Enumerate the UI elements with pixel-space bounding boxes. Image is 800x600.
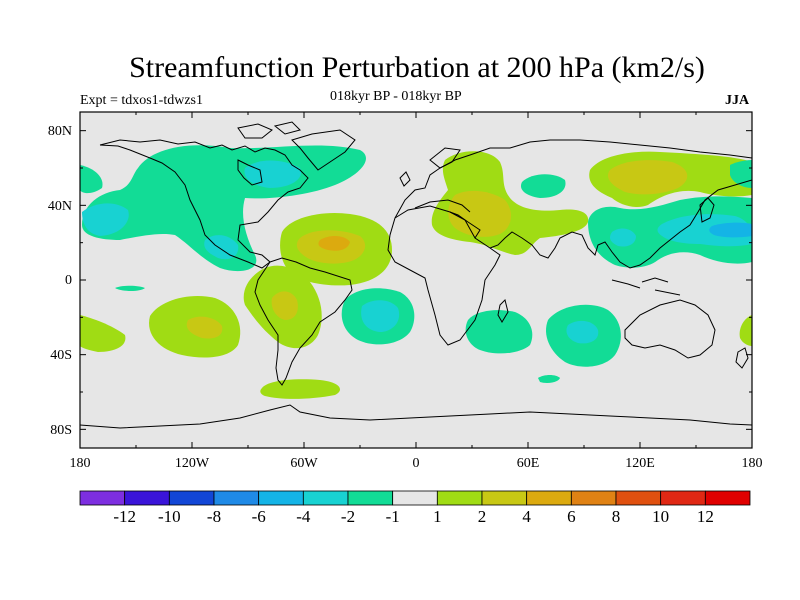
- negative-anomaly-mexico-core: [204, 235, 239, 260]
- negative-anomaly-south-africa: [465, 310, 533, 354]
- coastline-north-america: [99, 139, 309, 269]
- lon-label-60w: 60W: [290, 456, 318, 471]
- colorbar-swatch: [526, 490, 572, 506]
- lat-label-80n: 80N: [47, 124, 72, 139]
- negative-anomaly-north-pacific-core: [82, 203, 129, 236]
- colorbar-swatch: [258, 490, 304, 506]
- coastline-mediterranean: [414, 199, 471, 213]
- contour-fields: [80, 121, 752, 429]
- negative-anomaly-canada-core: [244, 160, 302, 188]
- colorbar-swatch: [660, 490, 706, 506]
- period-label: 018kyr BP - 018kyr BP: [330, 89, 462, 104]
- season-label: JJA: [725, 93, 750, 108]
- positive-anomaly-siberia-core: [607, 160, 688, 195]
- colorbar-label: 2: [477, 507, 487, 526]
- colorbar-swatch: [392, 490, 438, 506]
- colorbar-swatch: [570, 490, 617, 506]
- colorbar-swatch: [213, 490, 260, 506]
- positive-anomaly-tropical-atlantic-core: [318, 236, 350, 251]
- negative-anomaly-central-asia-small: [520, 174, 566, 198]
- negative-anomaly-east-edge: [730, 160, 752, 188]
- colorbar-label: 12: [696, 507, 714, 526]
- coastline-indonesia: [611, 277, 681, 296]
- coastline-antarctica: [80, 404, 752, 429]
- colorbar-swatch: [302, 490, 349, 506]
- colorbar-swatch: [124, 490, 170, 506]
- lat-label-equator: 0: [65, 273, 72, 288]
- plot-title: Streamfunction Perturbation at 200 hPa (…: [129, 51, 705, 84]
- colorbar-swatch: [704, 490, 751, 506]
- negative-anomaly-south-pacific-small: [115, 285, 145, 291]
- colorbar-label: -10: [157, 507, 181, 526]
- positive-anomaly-middle-east-core: [448, 190, 512, 237]
- coastline-arctic-islands: [237, 121, 301, 139]
- colorbar-swatch: [347, 490, 394, 506]
- positive-anomaly-southwest-pacific: [80, 315, 126, 352]
- lon-label-120w: 120W: [174, 456, 210, 471]
- negative-anomaly-indian-ocean-core: [566, 320, 599, 344]
- coastlines: [80, 121, 752, 429]
- positive-anomaly-south-america-core: [271, 291, 298, 320]
- colorbar-swatch: [615, 490, 662, 506]
- lon-label-120e: 120E: [625, 456, 655, 471]
- colorbar-label: 4: [522, 507, 531, 526]
- negative-anomaly-south-atlantic-core: [361, 300, 400, 332]
- colorbar-label: 10: [652, 507, 670, 526]
- colorbar-label: 1: [433, 507, 442, 526]
- lon-label-180-east: 180: [741, 456, 763, 471]
- colorbar-label: -8: [206, 507, 222, 526]
- negative-anomaly-east-asia-core: [709, 222, 752, 238]
- colorbar-swatch: [79, 490, 126, 506]
- colorbar: [79, 490, 751, 506]
- coastline-africa: [387, 205, 501, 346]
- negative-anomaly-west-edge: [80, 165, 103, 194]
- coastline-greenland: [291, 129, 356, 171]
- positive-anomaly-southeast-edge: [739, 315, 752, 346]
- lat-label-80s: 80S: [50, 423, 72, 438]
- coastline-hudson-bay: [237, 159, 263, 186]
- positive-anomaly-south-pacific-core: [186, 316, 223, 339]
- experiment-label: Expt = tdxos1-tdwzs1: [80, 93, 203, 108]
- negative-anomaly-indochina: [610, 228, 636, 247]
- colorbar-label: -12: [113, 507, 136, 526]
- coastline-new-zealand: [735, 347, 749, 369]
- positive-anomaly-southern-ocean: [260, 379, 340, 399]
- colorbar-swatch: [168, 490, 215, 506]
- lon-label-0: 0: [412, 456, 420, 471]
- lat-label-40s: 40S: [50, 348, 72, 363]
- lon-label-60e: 60E: [516, 456, 540, 471]
- colorbar-label: -1: [385, 507, 400, 526]
- colorbar-label: -6: [251, 507, 266, 526]
- axis-ticks: [79, 112, 753, 448]
- colorbar-label: 8: [611, 507, 621, 526]
- colorbar-swatch: [481, 490, 528, 506]
- negative-anomaly-east-asia-inner: [657, 214, 752, 247]
- coastline-australia: [624, 299, 716, 359]
- lat-label-40n: 40N: [47, 199, 72, 214]
- colorbar-label: 6: [567, 507, 576, 526]
- colorbar-label: -2: [340, 507, 356, 526]
- coastline-uk-scandinavia: [399, 147, 461, 187]
- coastline-south-america: [254, 257, 353, 386]
- colorbar-swatch: [436, 490, 483, 506]
- coastline-japan: [699, 197, 715, 223]
- lon-label-180-west: 180: [69, 456, 91, 471]
- coastline-eurasia: [394, 139, 752, 269]
- negative-anomaly-southern-indian-small: [538, 375, 560, 383]
- colorbar-label: -4: [296, 507, 311, 526]
- coastline-madagascar: [497, 299, 509, 323]
